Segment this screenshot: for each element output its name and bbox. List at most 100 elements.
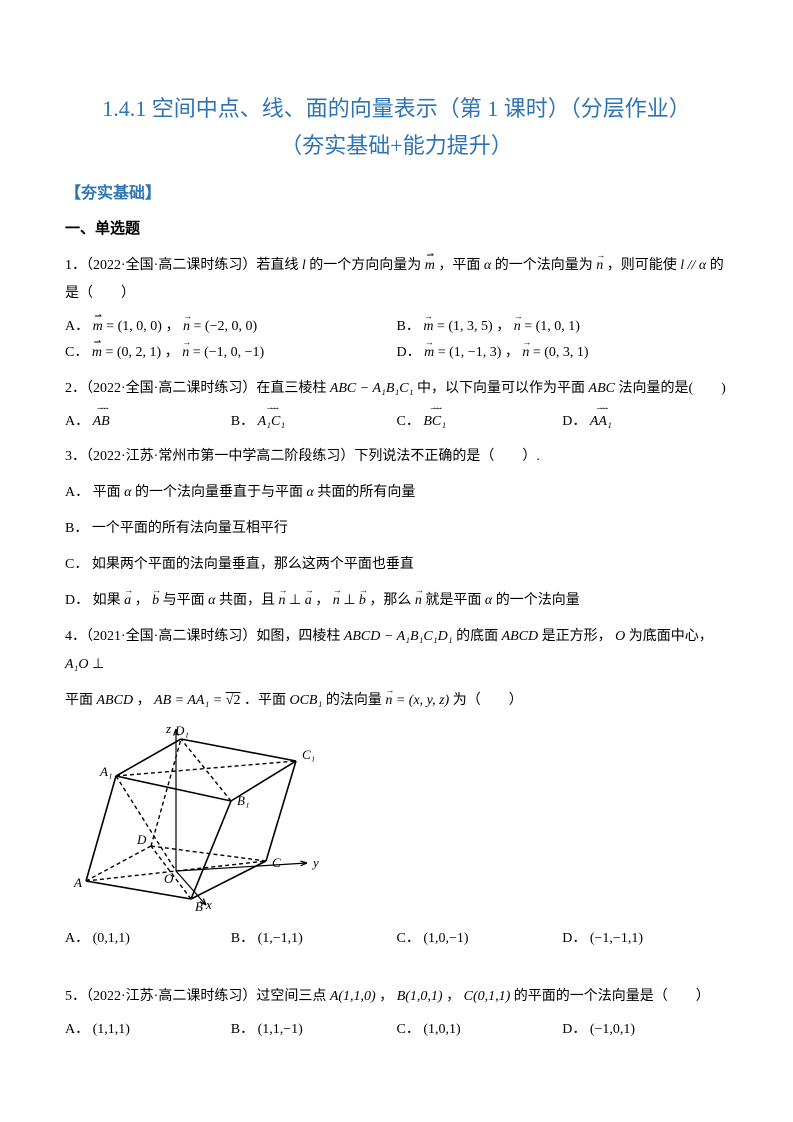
q3: 3．（2022·江苏·常州市第一中学高二阶段练习）下列说法不正确的是（ ）. bbox=[65, 443, 728, 471]
sep: ， bbox=[379, 989, 393, 1004]
perp: ⊥ bbox=[289, 593, 301, 608]
q1-opt-d: D． m = (1, −1, 3) ， n = (0, 3, 1) bbox=[397, 340, 729, 367]
perp: ⊥ bbox=[343, 593, 355, 608]
vec-n: n bbox=[522, 340, 529, 367]
txt: 平面 bbox=[93, 485, 121, 500]
seg: A₁O bbox=[65, 657, 89, 672]
txt: 如果两个平面的法向量垂直，那么这两个平面也垂直 bbox=[92, 557, 414, 572]
q2-mid: 中，以下向量可以作为平面 bbox=[417, 381, 585, 396]
q1-mid5: 的 bbox=[710, 258, 724, 273]
q2-opt-d: D． AA₁ bbox=[562, 409, 728, 436]
q1-mid1: 的一个方向向量为 bbox=[309, 258, 421, 273]
val: (1,−1,1) bbox=[258, 931, 303, 946]
opt-label: B． bbox=[231, 414, 254, 429]
vec-a: a bbox=[305, 587, 312, 615]
vec: A₁C₁ bbox=[258, 409, 286, 436]
q2-opt-c: C． BC₁ bbox=[397, 409, 563, 436]
q1-options: A． m = (1, 0, 0) ， n = (−2, 0, 0) B． m =… bbox=[65, 314, 728, 367]
txt: 的一个法向量垂直于与平面 bbox=[135, 485, 303, 500]
opt-label: D． bbox=[397, 345, 421, 360]
q1-opt-a: A． m = (1, 0, 0) ， n = (−2, 0, 0) bbox=[65, 314, 397, 341]
q5-opt-a: A． (1,1,1) bbox=[65, 1017, 231, 1044]
plane: OCB₁ bbox=[289, 693, 322, 708]
page-title: 1.4.1 空间中点、线、面的向量表示（第 1 课时）（分层作业） （夯实基础+… bbox=[65, 90, 728, 165]
txt: 一个平面的所有法向量互相平行 bbox=[92, 521, 288, 536]
val: = (−1, 0, −1) bbox=[193, 345, 265, 360]
opt-label: D． bbox=[562, 1022, 586, 1037]
vec-n: n bbox=[278, 587, 285, 615]
opt-label: A． bbox=[65, 414, 89, 429]
q4-diagram: ABCDOA₁B₁C₁D₁zxy bbox=[71, 721, 331, 911]
q3-opt-a: A． 平面 α 的一个法向量垂直于与平面 α 共面的所有向量 bbox=[65, 479, 728, 507]
pt: A(1,1,0) bbox=[330, 989, 376, 1004]
q4-line2: 平面 ABCD ， AB = AA₁ = √2 ．平面 OCB₁ 的法向量 n … bbox=[65, 687, 728, 715]
q3-opt-c: C． 如果两个平面的法向量垂直，那么这两个平面也垂直 bbox=[65, 551, 728, 579]
svg-text:C₁: C₁ bbox=[302, 747, 315, 762]
svg-text:x: x bbox=[205, 897, 212, 911]
q4-opt-c: C． (1,0,−1) bbox=[397, 926, 563, 953]
q4-opt-a: A． (0,1,1) bbox=[65, 926, 231, 953]
opt-label: B． bbox=[231, 931, 254, 946]
plane: ABCD bbox=[97, 693, 134, 708]
alpha: α bbox=[124, 485, 131, 500]
vec: AB bbox=[93, 409, 110, 436]
q5: 5．（2022·江苏·高二课时练习）过空间三点 A(1,1,0) ， B(1,0… bbox=[65, 983, 728, 1011]
txt: 如果 bbox=[93, 593, 121, 608]
subheading: 一、单选题 bbox=[65, 215, 728, 244]
q1-n: n bbox=[596, 252, 603, 280]
q5-opt-b: B． (1,1,−1) bbox=[231, 1017, 397, 1044]
val: (−1,−1,1) bbox=[590, 931, 643, 946]
q5-options: A． (1,1,1) B． (1,1,−1) C． (1,0,1) D． (−1… bbox=[65, 1017, 728, 1044]
val: (1,1,−1) bbox=[258, 1022, 303, 1037]
svg-text:D₁: D₁ bbox=[174, 723, 189, 738]
val: = (1, 3, 5) bbox=[437, 319, 493, 334]
opt-label: D． bbox=[65, 593, 89, 608]
q2-options: A． AB B． A₁C₁ C． BC₁ D． AA₁ bbox=[65, 409, 728, 436]
alpha: α bbox=[306, 485, 313, 500]
txt: 就是平面 bbox=[425, 593, 481, 608]
opt-label: A． bbox=[65, 319, 89, 334]
opt-label: C． bbox=[397, 1022, 420, 1037]
q5-opt-d: D． (−1,0,1) bbox=[562, 1017, 728, 1044]
eq: AB = AA₁ = bbox=[154, 693, 226, 708]
q2-suffix: 法向量的是( ) bbox=[618, 381, 725, 396]
val: (1,0,−1) bbox=[423, 931, 468, 946]
opt-label: B． bbox=[231, 1022, 254, 1037]
val: = (0, 2, 1) bbox=[105, 345, 161, 360]
q3-opt-d: D． 如果 a ， b 与平面 α 共面，且 n ⊥ a ， n ⊥ b ，那么… bbox=[65, 587, 728, 615]
q2-prism: ABC − A₁B₁C₁ bbox=[330, 381, 414, 396]
val: = (0, 3, 1) bbox=[533, 345, 589, 360]
txt: 的法向量 bbox=[326, 693, 382, 708]
q1: 1．（2022·全国·高二课时练习）若直线 l 的一个方向向量为 m ，平面 α… bbox=[65, 252, 728, 308]
q4-opt-b: B． (1,−1,1) bbox=[231, 926, 397, 953]
opt-label: B． bbox=[397, 319, 420, 334]
opt-label: C． bbox=[397, 414, 420, 429]
q1-mid3: 的一个法向量为 bbox=[495, 258, 593, 273]
q1-opt-b: B． m = (1, 3, 5) ， n = (1, 0, 1) bbox=[397, 314, 729, 341]
opt-label: A． bbox=[65, 1022, 89, 1037]
val: = (1, −1, 3) bbox=[438, 345, 502, 360]
opt-label: B． bbox=[65, 521, 88, 536]
txt: 是正方形， bbox=[542, 629, 612, 644]
vec-b: b bbox=[152, 587, 159, 615]
vec-n: n bbox=[182, 340, 189, 367]
q1-mid2: ，平面 bbox=[438, 258, 480, 273]
svg-text:z: z bbox=[165, 721, 171, 736]
txt: ．平面 bbox=[244, 693, 286, 708]
q3-opt-b: B． 一个平面的所有法向量互相平行 bbox=[65, 515, 728, 543]
q5-opt-c: C． (1,0,1) bbox=[397, 1017, 563, 1044]
title-line2: （夯实基础+能力提升） bbox=[65, 127, 728, 164]
q1-alpha: α bbox=[484, 258, 491, 273]
txt: 平面 bbox=[65, 693, 93, 708]
val: = (−2, 0, 0) bbox=[193, 319, 257, 334]
txt: 为底面中心， bbox=[629, 629, 713, 644]
q2-plane: ABC bbox=[589, 381, 615, 396]
q1-prefix: 1．（2022·全国·高二课时练习）若直线 bbox=[65, 258, 298, 273]
page: 1.4.1 空间中点、线、面的向量表示（第 1 课时）（分层作业） （夯实基础+… bbox=[0, 0, 793, 1122]
val: = (1, 0, 0) bbox=[106, 319, 162, 334]
txt: ，那么 bbox=[369, 593, 411, 608]
q5-prefix: 5．（2022·江苏·高二课时练习）过空间三点 bbox=[65, 989, 326, 1004]
q4-prefix: 4．（2021·全国·高二课时练习）如图，四棱柱 bbox=[65, 629, 340, 644]
sep: ， bbox=[135, 593, 149, 608]
val: (−1,0,1) bbox=[590, 1022, 635, 1037]
